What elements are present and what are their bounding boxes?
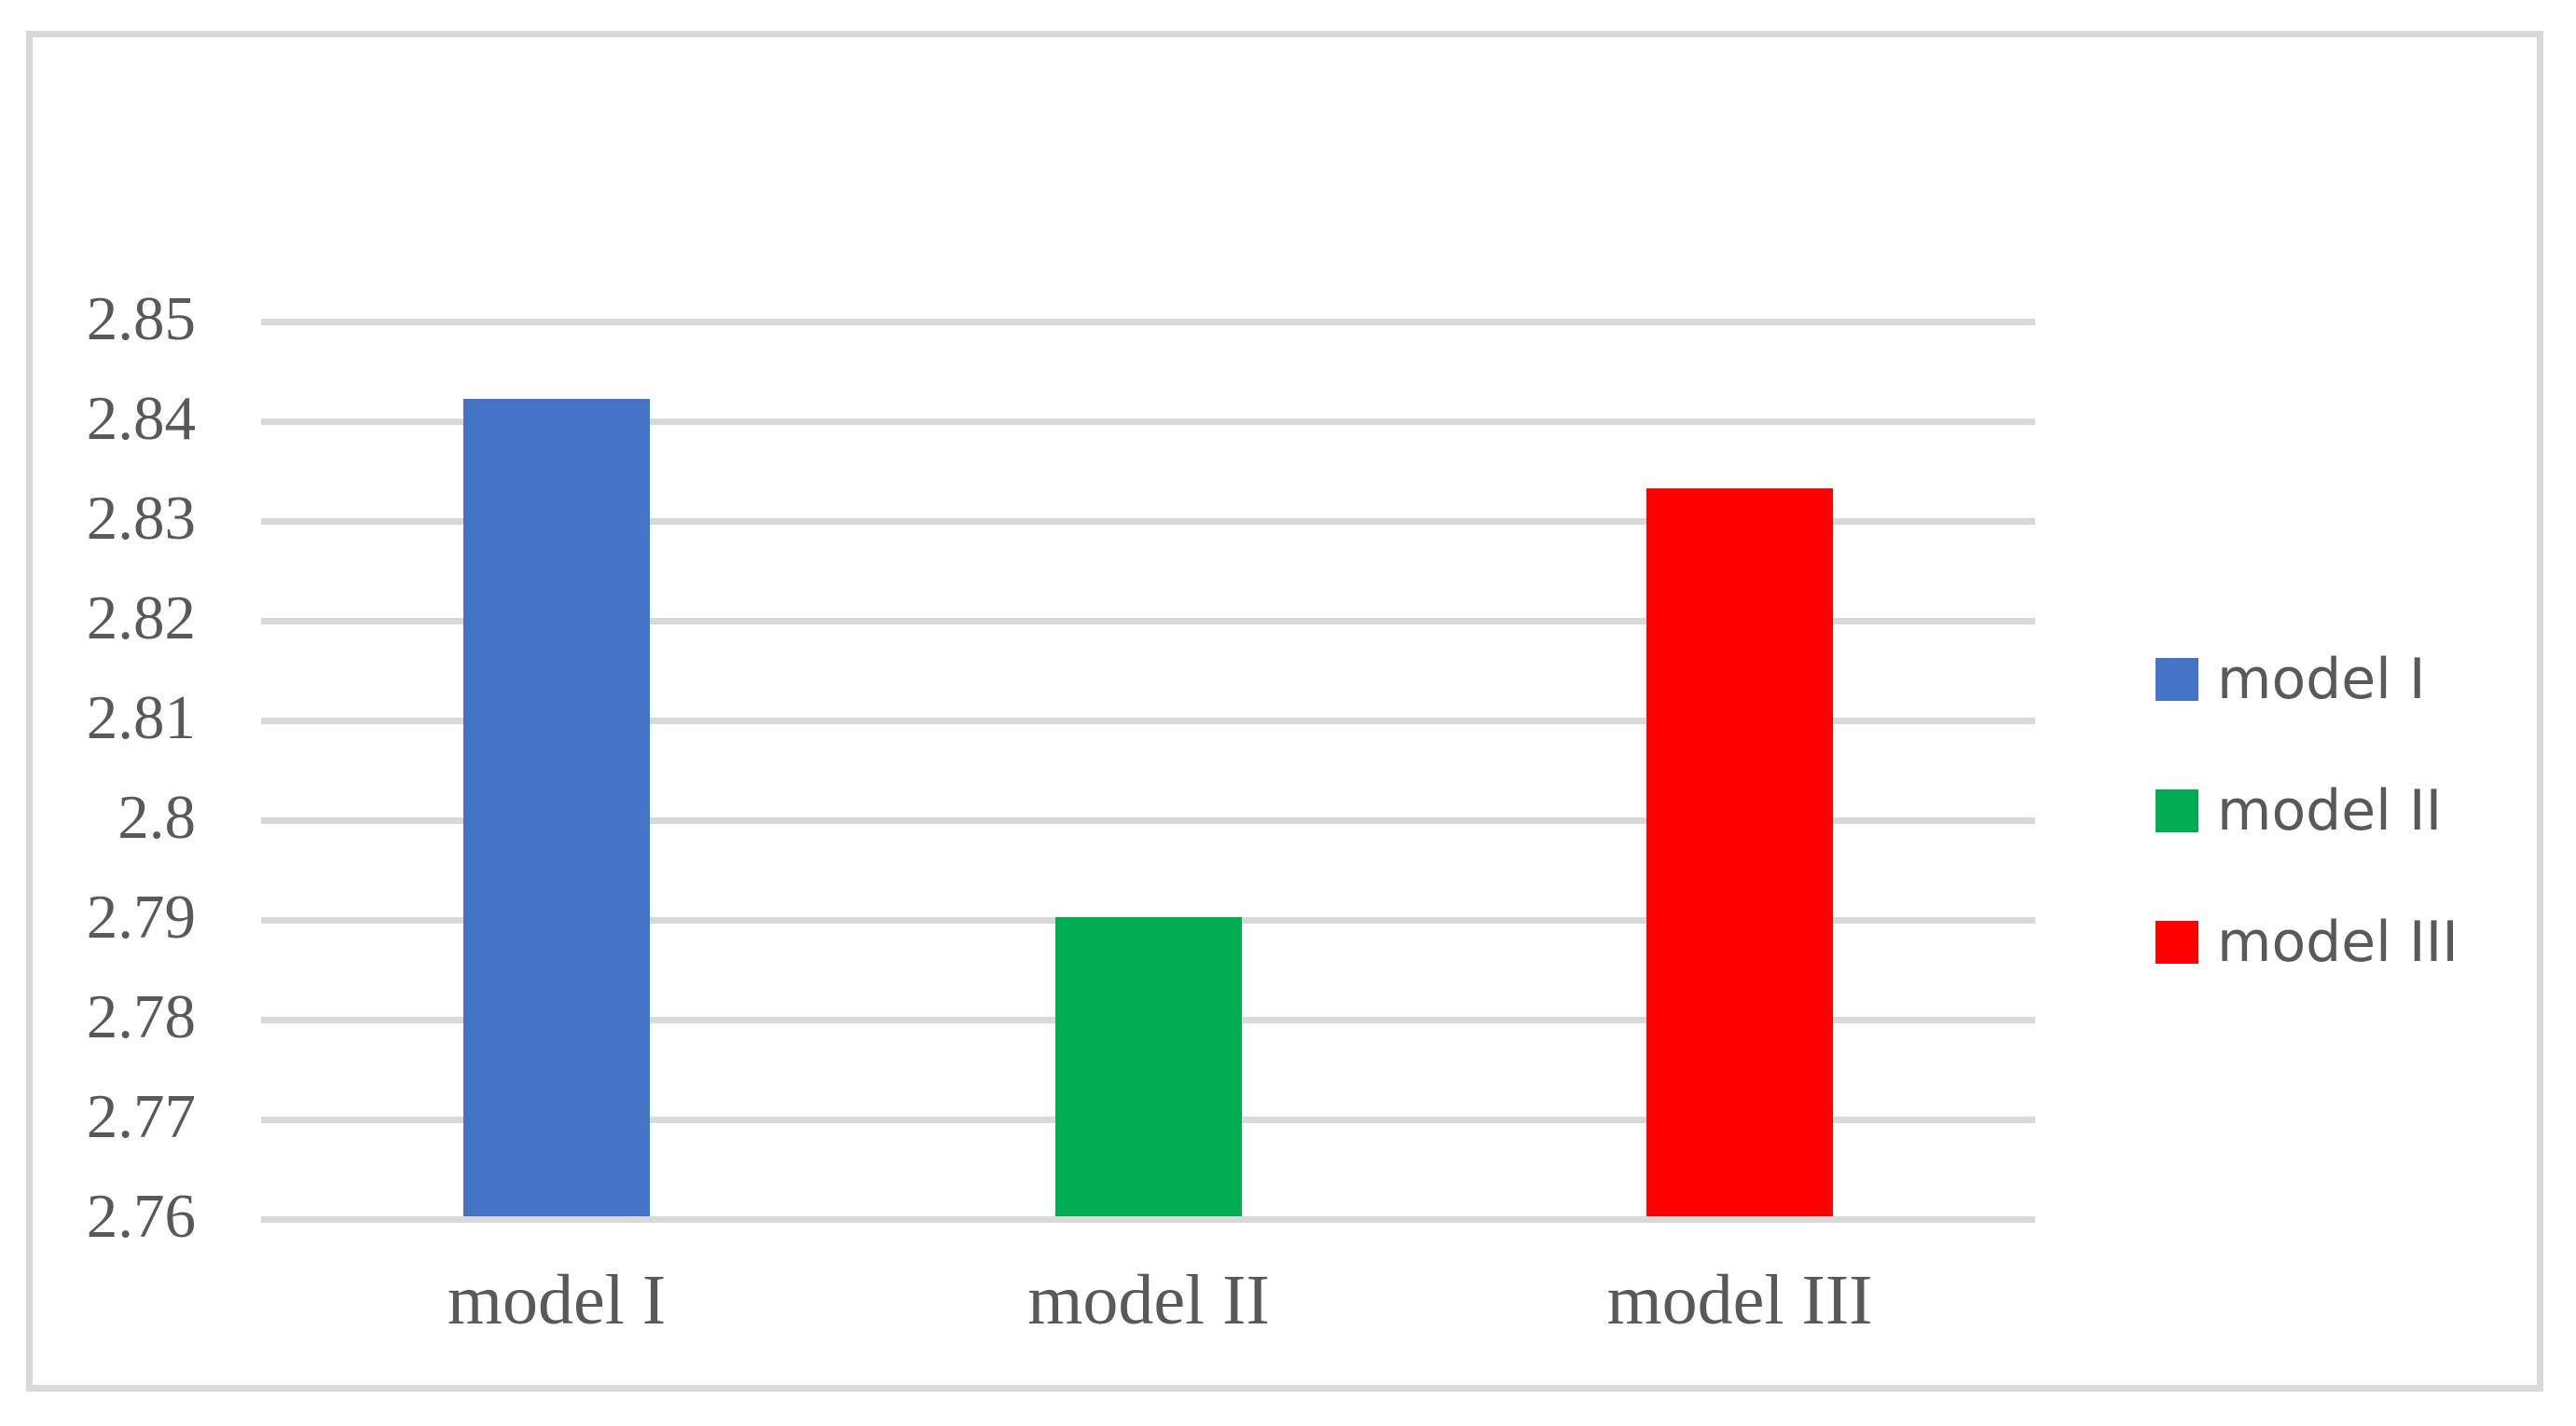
- y-tick-label: 2.79: [86, 883, 196, 953]
- gridline: [261, 618, 2035, 624]
- legend-label: model II: [2217, 778, 2443, 843]
- y-tick-label: 2.8: [117, 783, 196, 853]
- bar-model-i: [463, 399, 650, 1216]
- y-tick-label: 2.76: [86, 1182, 196, 1252]
- y-tick-label: 2.78: [86, 982, 196, 1052]
- y-tick-label: 2.82: [86, 583, 196, 653]
- bars: [33, 37, 2537, 1385]
- x-category-label: model III: [1606, 1261, 1873, 1339]
- y-axis-tick-labels: 2.76 2.77 2.78 2.79 2.8 2.81 2.82 2.83 2.84 2.85: [33, 37, 2537, 1385]
- y-tick-label: 2.81: [86, 683, 196, 753]
- y-tick-label: 2.85: [86, 284, 196, 354]
- legend: model I model II model III: [33, 37, 2537, 1385]
- gridline: [261, 817, 2035, 824]
- x-axis-category-labels: model I model II model III: [33, 37, 2537, 1385]
- chart-border-frame: 2.76 2.77 2.78 2.79 2.8 2.81 2.82 2.83 2.84 2.85 …: [26, 31, 2543, 1392]
- bar-model-ii: [1055, 917, 1242, 1216]
- y-tick-label: 2.77: [86, 1082, 196, 1152]
- y-tick-label: 2.83: [86, 484, 196, 554]
- gridline: [261, 418, 2035, 425]
- gridline: [261, 1216, 2035, 1223]
- legend-item-model-i: model I: [2156, 651, 2426, 707]
- gridline: [261, 518, 2035, 525]
- legend-swatch-icon: [2156, 789, 2198, 832]
- x-category-label: model II: [1027, 1261, 1270, 1339]
- y-tick-label: 2.84: [86, 384, 196, 454]
- legend-label: model III: [2217, 910, 2459, 975]
- gridline: [261, 319, 2035, 325]
- x-category-label: model I: [447, 1261, 667, 1339]
- legend-swatch-icon: [2156, 658, 2198, 701]
- bar-model-iii: [1646, 488, 1833, 1216]
- legend-swatch-icon: [2156, 921, 2198, 964]
- legend-label: model I: [2217, 647, 2426, 712]
- legend-item-model-iii: model III: [2156, 914, 2459, 970]
- legend-item-model-ii: model II: [2156, 783, 2442, 839]
- gridline: [261, 718, 2035, 724]
